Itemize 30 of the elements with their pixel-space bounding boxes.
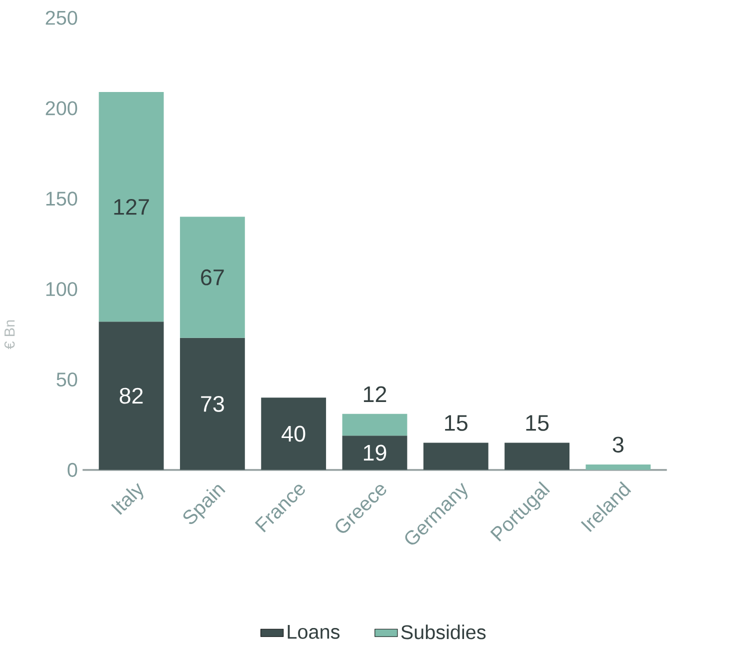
data-label: 73 (201, 396, 224, 412)
y-tick-label: 150 (46, 191, 78, 206)
bar (423, 442, 488, 470)
y-tick-label: 50 (56, 372, 78, 386)
data-label: 19 (364, 444, 386, 461)
data-label: 127 (114, 198, 149, 215)
legend-label: Subsidies (401, 624, 486, 640)
y-tick-label: 100 (46, 282, 78, 296)
data-label: 82 (120, 388, 143, 404)
bar (180, 338, 245, 470)
data-label: 67 (201, 269, 224, 286)
y-tick-label: 250 (46, 10, 78, 25)
data-label: 40 (282, 426, 306, 442)
legend-label: Loans (288, 624, 340, 639)
y-tick-label: 200 (46, 101, 78, 116)
bar (504, 442, 570, 470)
bar (342, 414, 408, 436)
x-tick-label: Italy (111, 482, 144, 515)
bar (342, 435, 408, 470)
bar (180, 216, 245, 338)
y-axis-title: € Bn (4, 320, 15, 349)
y-tick-label: 0 (68, 462, 78, 477)
bar (261, 397, 326, 470)
data-label: 3 (612, 436, 624, 452)
bar (98, 92, 164, 322)
data-label: 15 (526, 415, 549, 431)
bar (98, 321, 164, 470)
data-label: 12 (364, 386, 386, 402)
bar (586, 464, 651, 470)
data-label: 15 (445, 415, 468, 431)
